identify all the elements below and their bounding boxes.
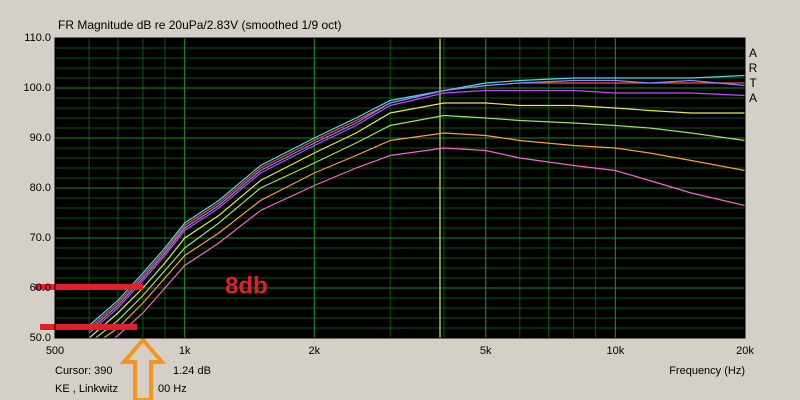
y-tick-label: 80.0 bbox=[30, 182, 51, 194]
x-tick-label: 5k bbox=[480, 345, 492, 357]
series-line bbox=[94, 114, 745, 338]
y-tick-label: 60.0 bbox=[30, 282, 51, 294]
series-line bbox=[88, 74, 745, 326]
y-tick-label: 100.0 bbox=[23, 82, 51, 94]
side-label: ARTA bbox=[746, 46, 760, 106]
x-tick-label: 2k bbox=[308, 345, 320, 357]
y-tick-label: 110.0 bbox=[24, 32, 51, 44]
x-tick-label: 1k bbox=[179, 345, 191, 357]
annotation: 8db bbox=[225, 272, 268, 299]
x-tick-label: 500 bbox=[46, 345, 64, 357]
cursor-value: 1.24 dB bbox=[173, 365, 211, 377]
y-tick-label: 50.0 bbox=[30, 332, 51, 344]
x-axis-label: Frequency (Hz) bbox=[669, 365, 745, 377]
plot-border bbox=[54, 37, 746, 339]
series-line bbox=[88, 79, 745, 331]
x-tick-label: 10k bbox=[606, 345, 624, 357]
filter-value: 00 Hz bbox=[158, 383, 187, 395]
series-line bbox=[113, 147, 745, 338]
series-line bbox=[102, 132, 745, 338]
series-line bbox=[88, 89, 745, 334]
lines bbox=[88, 74, 745, 338]
chart-title: FR Magnitude dB re 20uPa/2.83V (smoothed… bbox=[58, 18, 342, 32]
y-tick-label: 90.0 bbox=[30, 132, 51, 144]
cursor-text: Cursor: 390 bbox=[55, 365, 112, 377]
series-line bbox=[88, 102, 745, 338]
x-tick-label: 20k bbox=[736, 345, 754, 357]
y-tick-label: 70.0 bbox=[30, 232, 51, 244]
filter-text: KE , Linkwitz bbox=[55, 383, 118, 395]
series-line bbox=[88, 82, 745, 329]
arrow bbox=[119, 336, 167, 400]
